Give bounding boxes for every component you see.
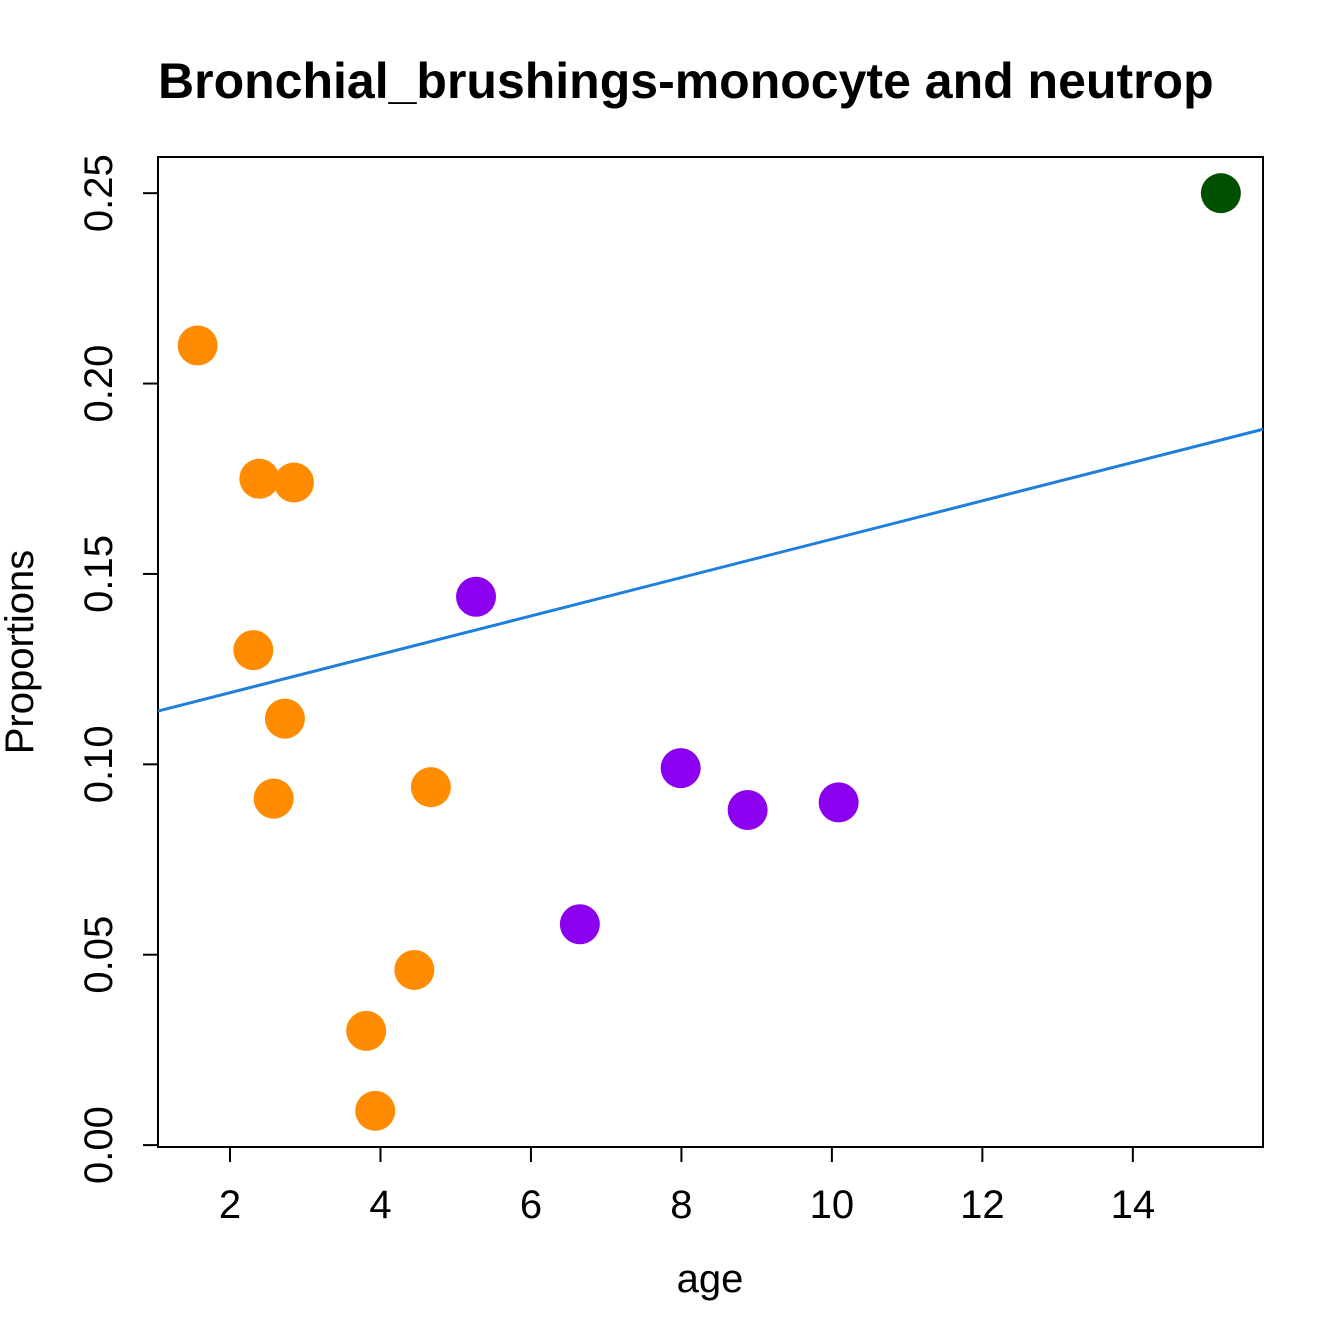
y-tick-label: 0.10 [77,725,121,803]
data-point [1200,173,1241,214]
x-tick-label: 14 [1111,1183,1156,1227]
x-tick-label: 8 [670,1183,692,1227]
data-point [346,1010,387,1051]
data-point [355,1090,396,1131]
data-point [456,576,497,617]
y-tick-label: 0.15 [77,535,121,613]
x-tick-label: 10 [810,1183,855,1227]
data-point [727,790,768,831]
y-tick-label: 0.25 [77,154,121,232]
data-point [264,698,305,739]
data-point [660,748,701,789]
data-point [253,778,294,819]
x-tick-label: 6 [520,1183,542,1227]
y-axis-label: Proportions [0,550,42,755]
data-point [233,630,274,671]
y-tick-label: 0.05 [77,916,121,994]
data-point [410,767,451,808]
x-axis-label: age [677,1257,744,1301]
chart-title: Bronchial_brushings-monocyte and neutrop [158,53,1214,109]
x-tick-label: 2 [219,1183,241,1227]
y-tick-label: 0.20 [77,345,121,423]
x-tick-label: 4 [369,1183,391,1227]
data-point [273,462,314,503]
data-point [177,325,218,366]
y-tick-label: 0.00 [77,1106,121,1184]
data-point [818,782,859,823]
x-tick-label: 12 [960,1183,1005,1227]
fit-line [157,427,1264,713]
data-point [559,904,600,945]
data-point [239,458,280,499]
data-point [394,949,435,990]
